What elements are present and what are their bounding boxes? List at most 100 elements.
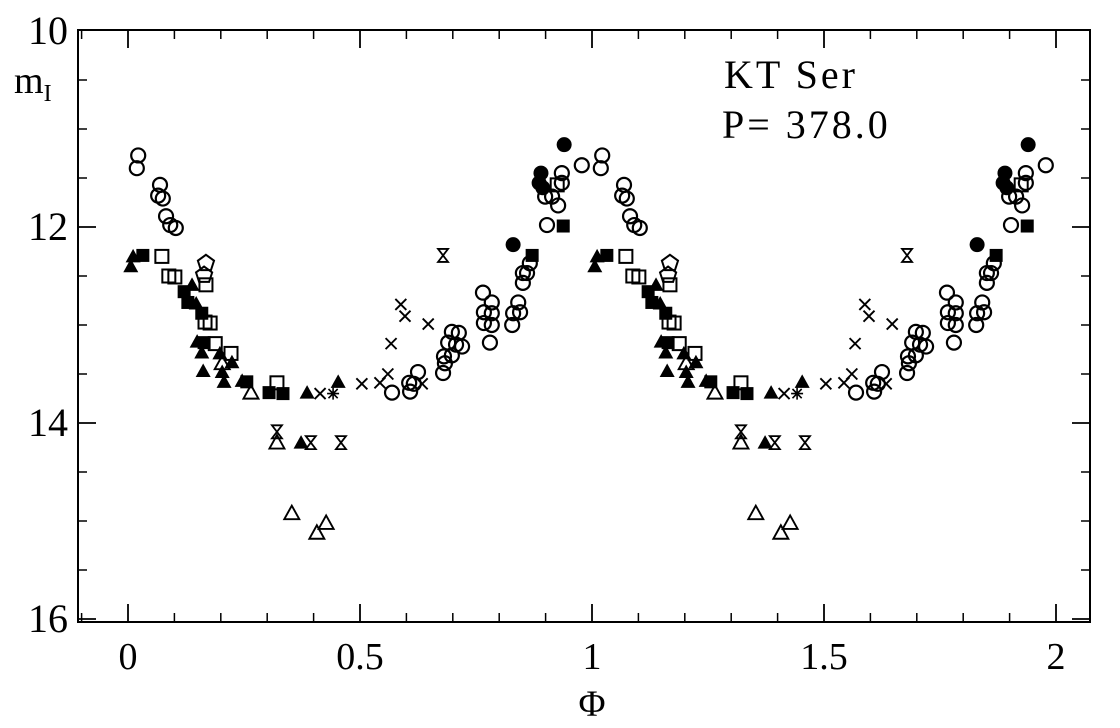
open-circle-marker [869,375,886,392]
open-pentagon-marker [194,265,214,283]
open-circle-marker [1017,174,1034,191]
filled-triangle-marker [184,277,200,291]
open-circle-marker [947,316,964,334]
open-square-marker [666,315,682,331]
cross-marker [862,310,876,323]
open-circle-marker [631,219,648,237]
filled-circle-marker [1020,137,1036,153]
open-circle-marker [435,348,453,365]
filled-triangle-marker [330,374,346,388]
open-circle-marker [982,264,1000,282]
open-circle-marker [899,348,917,365]
cross-marker [819,377,833,390]
period-annotation: P= 378.0 [722,102,891,147]
open-triangle-marker [746,503,765,521]
open-circle-marker [436,355,454,372]
open-triangle-marker [282,503,301,521]
open-circle-marker [866,383,883,400]
filled-triangle-marker [678,364,694,379]
open-circle-marker [573,157,590,174]
plot-frame [77,29,1091,623]
filled-triangle-marker [188,295,204,310]
open-circle-marker [405,375,422,392]
open-circle-marker [167,219,184,237]
open-square-marker [207,336,223,352]
filled-circle-marker [505,237,521,253]
open-triangle-marker [705,383,725,400]
filled-triangle-marker [293,435,309,449]
y-axis-label-subscript: I [43,81,52,107]
cross-marker [880,377,893,390]
x-tick-label: 2 [1046,636,1066,678]
open-triangle-marker [677,353,696,371]
cross-marker [384,337,398,350]
filled-circle-marker [535,180,551,196]
star4-marker [270,424,284,440]
filled-triangle-marker [214,364,230,379]
open-circle-marker [947,294,964,311]
filled-triangle-marker [653,334,669,348]
filled-triangle-marker [123,258,139,273]
open-circle-marker [514,264,531,282]
filled-triangle-marker [125,248,141,263]
star4-marker [334,435,348,451]
open-square-marker [549,177,565,193]
open-circle-marker [130,147,147,164]
cross-marker [355,377,369,390]
open-square-marker [631,269,647,285]
filled-triangle-marker [589,248,605,263]
filled-triangle-marker [195,363,211,378]
filled-circle-marker [969,237,985,253]
open-square-marker [167,269,183,285]
open-circle-marker [511,304,529,321]
filled-triangle-marker [587,258,603,273]
open-square-marker [154,248,170,264]
open-triangle-marker [267,433,287,450]
cross-marker [837,376,851,389]
open-circle-marker [975,304,993,321]
open-circle-marker [938,284,956,301]
cross-marker [398,310,412,323]
open-square-marker [671,336,687,352]
open-circle-marker [553,174,570,191]
filled-triangle-marker [652,295,668,310]
filled-triangle-marker [698,373,714,387]
star4-marker [303,435,318,451]
filled-triangle-marker [216,374,232,388]
open-pentagon-marker [196,253,216,272]
y-tick-label: 16 [28,596,68,641]
y-tick-label: 12 [28,204,68,249]
open-circle-marker [847,384,865,401]
open-square-marker [202,315,218,331]
open-pentagon-marker [660,253,680,272]
cross-marker [416,377,429,390]
filled-square-marker [740,387,754,401]
filled-triangle-marker [234,373,250,387]
open-circle-marker [594,147,611,164]
open-circle-marker [154,190,171,207]
x-tick-label: 1 [582,636,602,678]
y-tick-label: 10 [28,8,68,53]
y-axis-label-main: m [14,60,44,102]
open-circle-marker [453,338,471,355]
open-square-marker [269,375,285,391]
filled-circle-marker [999,180,1015,196]
open-circle-marker [434,364,452,382]
star4-marker [900,248,914,263]
open-circle-marker [475,304,492,321]
open-circle-marker [898,364,916,382]
filled-square-marker [525,248,539,262]
open-circle-marker [939,304,956,321]
cross-marker [777,387,791,400]
asterisk-marker [791,387,804,400]
open-circle-marker [1037,157,1054,174]
filled-triangle-marker [676,345,692,360]
filled-triangle-marker [659,363,675,378]
open-circle-marker [550,197,567,214]
cross-marker [886,317,899,331]
filled-circle-marker [556,137,572,153]
open-circle-marker [978,264,995,282]
cross-marker [394,298,408,311]
open-circle-marker [939,314,956,332]
